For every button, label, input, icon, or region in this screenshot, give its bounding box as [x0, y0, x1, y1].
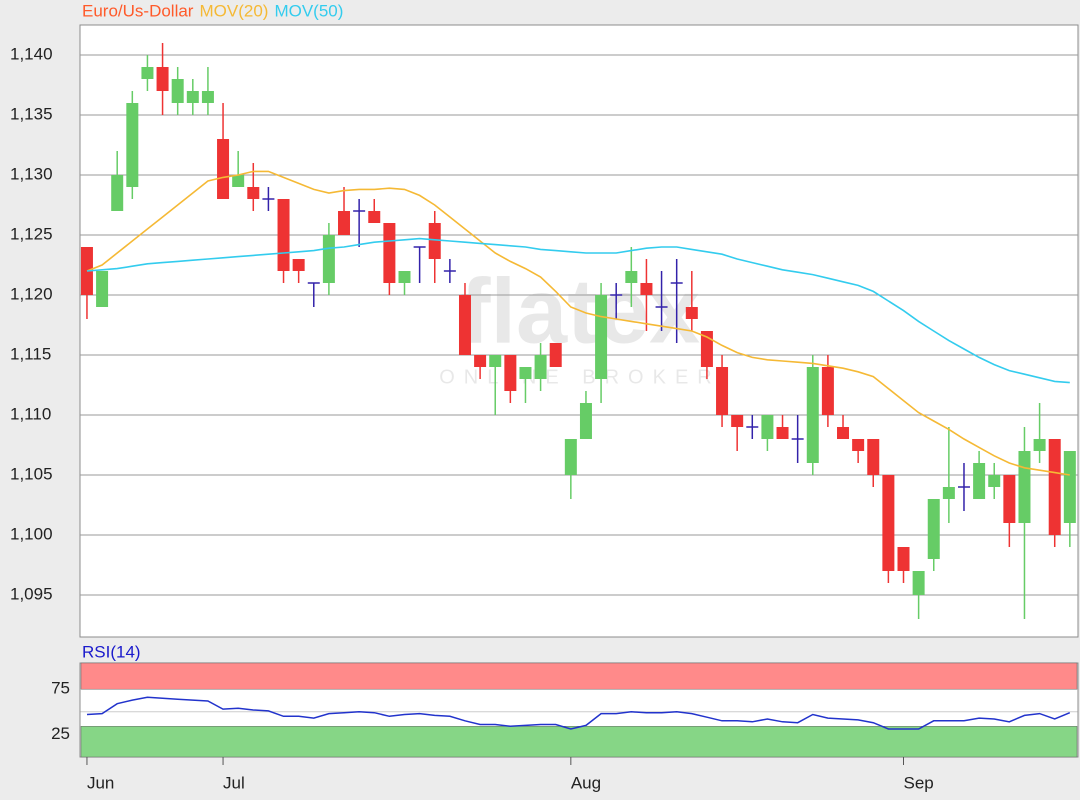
candle-body	[96, 271, 109, 307]
candle-body	[111, 175, 124, 211]
candle-body	[277, 199, 290, 271]
candle-body	[912, 571, 925, 595]
candle-body	[564, 439, 577, 475]
candle-body	[458, 295, 471, 355]
candle-body	[716, 367, 729, 415]
candle-body	[201, 91, 214, 103]
candle-body	[519, 367, 532, 379]
legend-title: Euro/Us-Dollar	[82, 1, 194, 20]
y-tick-label: 1,115	[10, 344, 51, 363]
candle-body	[1048, 439, 1061, 535]
x-tick-label: Sep	[904, 773, 934, 792]
candle-body	[942, 487, 955, 499]
candle-body	[837, 427, 850, 439]
candle-body	[806, 367, 819, 463]
candle-body	[897, 547, 910, 571]
candle-body	[776, 427, 789, 439]
candle-body	[821, 367, 834, 415]
y-tick-label: 1,095	[10, 584, 53, 603]
candle-body	[625, 271, 638, 283]
y-tick-label: 1,110	[10, 404, 51, 423]
legend-entry: MOV(20)	[199, 1, 268, 20]
moving-average	[86, 237, 1070, 384]
candle-body	[368, 211, 381, 223]
rsi-tick-label: 25	[51, 724, 70, 743]
candle-body	[534, 355, 547, 379]
candle-body	[973, 463, 986, 499]
x-tick-label: Jul	[223, 773, 245, 792]
moving-average	[86, 170, 1070, 476]
candle-body	[685, 307, 698, 319]
y-tick-label: 1,120	[10, 284, 53, 303]
candle-body	[988, 475, 1001, 487]
candle-body	[852, 439, 865, 451]
candle-body	[126, 103, 139, 187]
candle-body	[247, 187, 260, 199]
candle-body	[217, 139, 230, 199]
candle-body	[186, 91, 199, 103]
candle-body	[640, 283, 653, 295]
candle-body	[489, 355, 502, 367]
candle-body	[80, 247, 93, 295]
candle-body	[731, 415, 744, 427]
candle-body	[292, 259, 305, 271]
candle-body	[927, 499, 940, 559]
candle-body	[383, 223, 396, 283]
candle-body	[171, 79, 184, 103]
watermark-tagline: ONLINE BROKER	[439, 366, 720, 388]
candle-body	[549, 343, 562, 367]
candle-body	[700, 331, 713, 367]
x-tick-label: Aug	[571, 773, 601, 792]
candle-body	[428, 223, 441, 259]
y-tick-label: 1,140	[10, 44, 53, 63]
candle-body	[232, 175, 245, 187]
rsi-line	[86, 696, 1071, 730]
candle-body	[1033, 439, 1046, 451]
y-tick-label: 1,125	[10, 224, 53, 243]
candle-body	[1018, 451, 1031, 523]
candle-body	[579, 403, 592, 439]
candle-body	[322, 235, 335, 283]
legend-entry: MOV(50)	[274, 1, 343, 20]
y-tick-label: 1,130	[10, 164, 53, 183]
y-tick-label: 1,135	[10, 104, 53, 123]
candle-body	[882, 475, 895, 571]
watermark: flatex ONLINE BROKER	[439, 260, 720, 388]
candle-body	[1003, 475, 1016, 523]
candle-body	[156, 67, 169, 91]
candle-body	[141, 67, 154, 79]
candle-body	[398, 271, 411, 283]
rsi-tick-label: 75	[51, 679, 70, 698]
candle-body	[1063, 451, 1076, 523]
candle-body	[595, 295, 608, 379]
candle-body	[338, 211, 351, 235]
candle-body	[867, 439, 880, 475]
candle-body	[504, 355, 517, 391]
rsi-title: RSI(14)	[82, 642, 141, 661]
candle-body	[474, 355, 487, 367]
x-tick-label: Jun	[87, 773, 114, 792]
y-tick-label: 1,100	[10, 524, 53, 543]
rsi-band	[80, 726, 1078, 758]
y-tick-label: 1,105	[10, 464, 53, 483]
candle-body	[761, 415, 774, 439]
rsi-band	[80, 662, 1078, 690]
